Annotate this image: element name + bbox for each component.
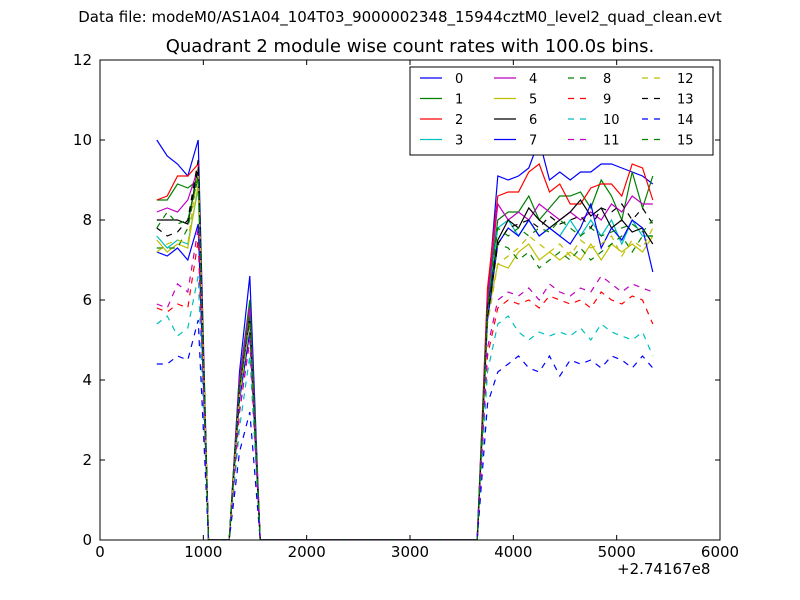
series-line-7 <box>156 202 654 540</box>
series-line-3 <box>156 187 653 540</box>
legend-label-0: 0 <box>455 72 463 87</box>
x-tick-label: 0 <box>95 543 105 561</box>
x-tick-label: 3000 <box>391 543 429 561</box>
series-line-6 <box>156 167 654 540</box>
series-line-2 <box>156 162 654 540</box>
legend-label-7: 7 <box>529 134 537 149</box>
series-line-9 <box>156 239 654 540</box>
x-tick-label: 6000 <box>701 543 739 561</box>
series-line-12 <box>156 167 654 540</box>
legend-label-15: 15 <box>677 134 694 149</box>
legend-label-1: 1 <box>455 93 463 108</box>
series-line-1 <box>156 171 654 540</box>
figure-suptitle: Data file: modeM0/AS1A04_104T03_90000023… <box>78 8 722 26</box>
y-tick-label: 8 <box>82 211 92 229</box>
y-tick-label: 12 <box>73 51 92 69</box>
legend-label-14: 14 <box>677 113 694 128</box>
series-line-11 <box>156 227 654 540</box>
legend-label-13: 13 <box>677 93 694 108</box>
legend-label-5: 5 <box>529 93 537 108</box>
legend-box <box>409 66 714 156</box>
series-layer <box>156 137 654 540</box>
legend-label-11: 11 <box>603 134 620 149</box>
legend-label-2: 2 <box>455 113 463 128</box>
y-tick-label: 6 <box>82 291 92 309</box>
x-tick-label: 2000 <box>288 543 326 561</box>
series-line-0 <box>156 137 654 540</box>
legend-label-8: 8 <box>603 72 611 87</box>
series-line-5 <box>156 183 654 540</box>
chart-title: Quadrant 2 module wise count rates with … <box>165 36 655 57</box>
y-tick-label: 2 <box>82 451 92 469</box>
legend-label-9: 9 <box>603 93 611 108</box>
legend-label-10: 10 <box>603 113 620 128</box>
legend-label-3: 3 <box>455 134 463 149</box>
x-tick-label: 4000 <box>494 543 532 561</box>
x-tick-label: 5000 <box>598 543 636 561</box>
series-line-4 <box>156 167 653 540</box>
x-offset-label: +2.74167e8 <box>617 560 711 578</box>
x-tick-label: 1000 <box>184 543 222 561</box>
y-tick-label: 0 <box>82 531 92 549</box>
series-line-15 <box>156 175 654 540</box>
y-tick-label: 4 <box>82 371 92 389</box>
y-tick-label: 10 <box>73 131 92 149</box>
series-line-13 <box>156 159 654 540</box>
legend-label-4: 4 <box>529 72 537 87</box>
legend-label-6: 6 <box>529 113 537 128</box>
legend-label-12: 12 <box>677 72 694 87</box>
